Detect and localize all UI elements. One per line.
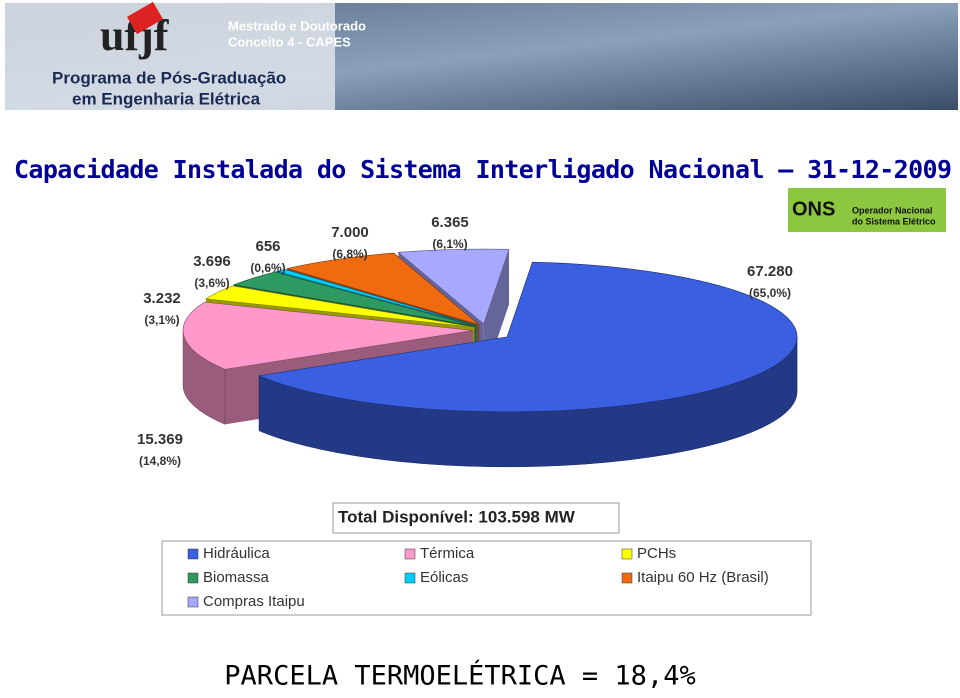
legend-swatch — [404, 548, 416, 560]
slice — [232, 271, 476, 327]
slice — [285, 252, 480, 326]
pie-chart: 67.280 (65,0%) 15.369 (14,8%) 3.232 (3,1%) 3.6… — [137, 214, 798, 468]
legend-label: Compras Itaipu — [203, 593, 305, 610]
legend-label: PCHs — [637, 545, 676, 562]
legend-box — [161, 540, 812, 616]
footer: PARCELA TERMOELÉTRICA = 18,4% — [224, 660, 695, 692]
chart-title: Capacidade Instalada do Sistema Interlig… — [14, 155, 952, 184]
ons-mark: ONS — [792, 198, 835, 220]
legend-label: Térmica — [420, 545, 475, 562]
program-line: Programa de Pós-Graduação — [52, 68, 286, 87]
legend-swatch — [621, 572, 633, 584]
percent-label: (0,6%) — [250, 261, 285, 275]
logo-mark — [127, 1, 163, 35]
total-box — [332, 502, 620, 534]
percent-label: (65,0%) — [749, 286, 791, 300]
slice — [257, 261, 798, 413]
value-label: 7.000 — [331, 224, 369, 241]
value-label: 67.280 — [747, 263, 793, 280]
ons-text: Operador Nacional — [852, 205, 933, 215]
value-label: 15.369 — [137, 431, 183, 448]
legend-label: Biomassa — [203, 569, 270, 586]
legend-swatch — [187, 572, 199, 584]
percent-label: (3,1%) — [144, 313, 179, 327]
value-label: 656 — [255, 238, 280, 255]
header-line: Mestrado e Doutorado — [228, 18, 366, 33]
slice — [275, 269, 477, 326]
total-label: Total Disponível: 103.598 MW — [338, 507, 576, 526]
slice-tops — [182, 248, 798, 413]
legend: Hidráulica Térmica PCHs Biomassa Eólicas Itai… — [187, 545, 769, 610]
slice — [182, 301, 474, 370]
slice — [397, 248, 510, 325]
value-label: 3.232 — [143, 290, 181, 307]
percent-label: (3,6%) — [194, 276, 229, 290]
ons-text: do Sistema Elétrico — [852, 216, 936, 226]
percent-label: (14,8%) — [139, 454, 181, 468]
percent-label: (6,8%) — [332, 247, 367, 261]
slice — [205, 285, 475, 328]
legend-label: Eólicas — [420, 569, 468, 586]
percent-label: (6,1%) — [432, 237, 467, 251]
legend-swatch — [621, 548, 633, 560]
legend-swatch — [404, 572, 416, 584]
legend-label: Hidráulica — [203, 545, 270, 562]
legend-swatch — [187, 548, 199, 560]
value-label: 6.365 — [431, 214, 469, 231]
legend-label: Itaipu 60 Hz (Brasil) — [637, 569, 769, 586]
program-line: em Engenharia Elétrica — [72, 89, 261, 108]
value-label: 3.696 — [193, 253, 231, 270]
header-line: Conceito 4 - CAPES — [228, 34, 351, 49]
legend-swatch — [187, 596, 199, 608]
ons-logo — [788, 188, 946, 232]
header-logo-area — [5, 3, 335, 110]
